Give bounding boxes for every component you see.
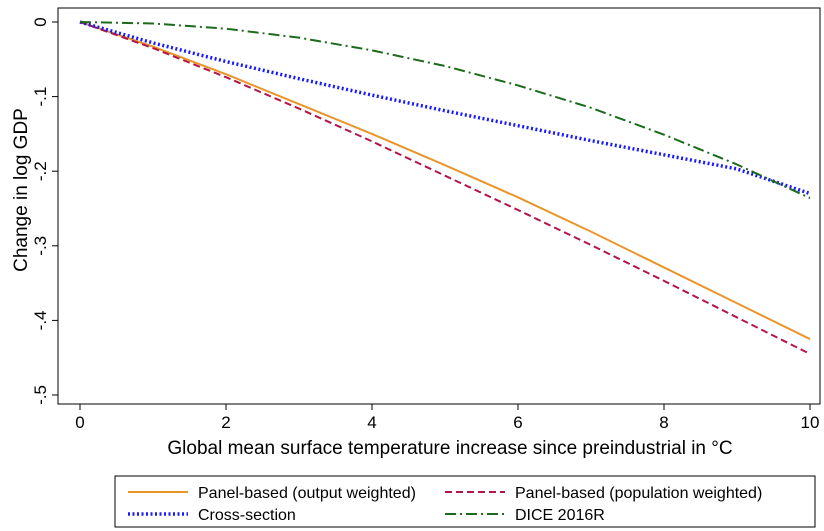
series-line-3 — [79, 20, 811, 196]
x-tick-label: 6 — [513, 413, 522, 432]
series-line-2 — [79, 21, 811, 355]
x-tick-label: 2 — [221, 413, 230, 432]
x-tick-label: 10 — [801, 413, 820, 432]
legend-label-3: Cross-section — [198, 507, 296, 524]
x-tick-label: 8 — [659, 413, 668, 432]
y-axis-title: Change in log GDP — [11, 108, 32, 272]
y-tick-label: -.1 — [31, 87, 50, 107]
legend-label-2: Panel-based (population weighted) — [515, 485, 762, 502]
series-line-1 — [79, 21, 811, 340]
legend-box — [114, 475, 816, 528]
series-layer — [79, 20, 811, 355]
y-axis: 0 -.1 -.2 -.3 -.4 -.5 — [31, 17, 58, 405]
y-tick-label: -.5 — [31, 385, 50, 405]
x-tick-label: 0 — [75, 413, 84, 432]
series-line-4 — [79, 21, 811, 199]
y-tick-label: -.3 — [31, 236, 50, 256]
y-tick-label: -.4 — [31, 310, 50, 330]
x-axis: 0 2 4 6 8 10 — [75, 404, 819, 432]
x-axis-title: Global mean surface temperature increase… — [167, 438, 732, 459]
y-tick-label: 0 — [31, 17, 50, 26]
plot-area — [57, 7, 821, 405]
legend: Panel-based (output weighted) Panel-based… — [114, 475, 816, 528]
x-tick-label: 4 — [367, 413, 376, 432]
legend-label-4: DICE 2016R — [515, 507, 605, 524]
legend-label-1: Panel-based (output weighted) — [198, 485, 416, 502]
y-tick-label: -.2 — [31, 161, 50, 181]
